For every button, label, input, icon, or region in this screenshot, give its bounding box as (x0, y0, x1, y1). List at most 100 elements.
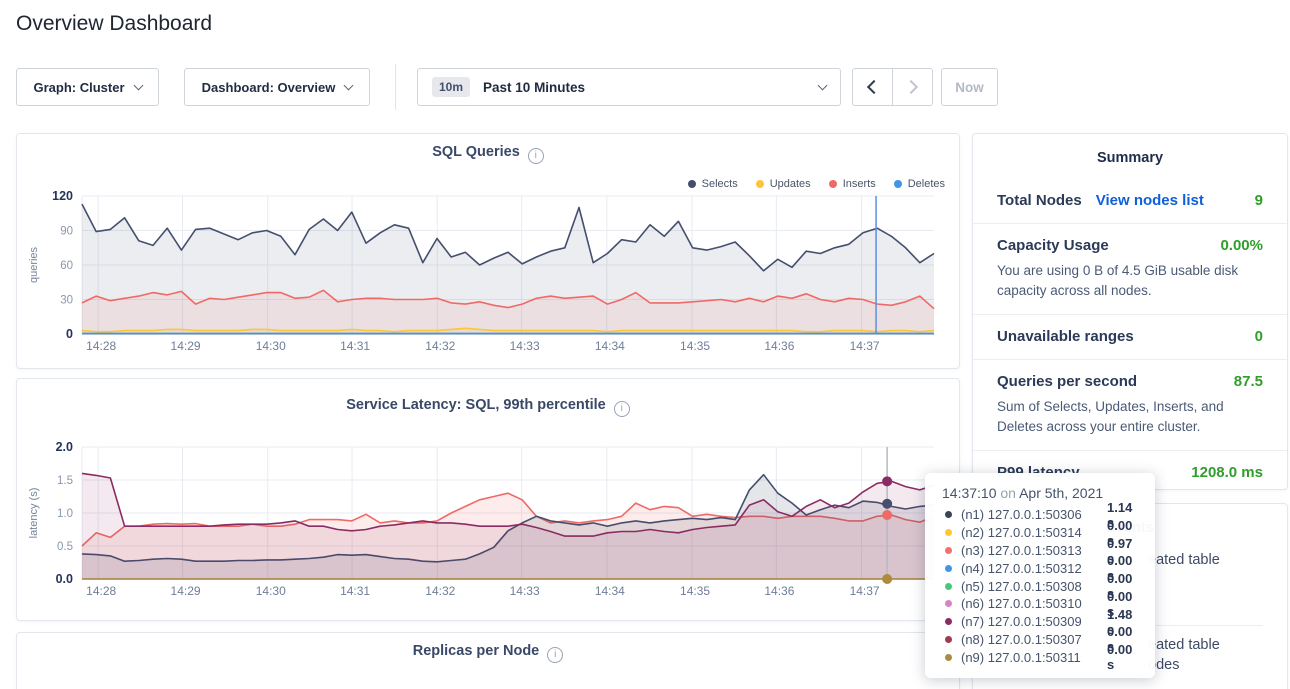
legend-dot-icon (828, 180, 837, 188)
dashboard-dropdown[interactable]: Dashboard: Overview (184, 68, 370, 106)
svg-text:14:35: 14:35 (680, 584, 710, 598)
tooltip-row: (n9) 127.0.0.1:50311 0.00 s (942, 642, 1143, 672)
tooltip-node-address: (n2) 127.0.0.1:50314 (961, 525, 1082, 541)
summary-heading: Summary (1096, 150, 1164, 166)
tooltip-timestamp: 14:37:10 on Apr 5th, 2021 (942, 485, 1104, 501)
tooltip-row: (n5) 127.0.0.1:50308 0.00 s (942, 571, 1143, 601)
tooltip-node-value: 0.97 s (1107, 535, 1133, 566)
svg-text:14:36: 14:36 (764, 584, 794, 598)
tooltip-row: (n2) 127.0.0.1:50314 0.00 s (942, 518, 1143, 548)
svg-text:120: 120 (52, 189, 73, 203)
svg-text:14:37: 14:37 (850, 584, 880, 598)
tooltip-node-address: (n7) 127.0.0.1:50309 (961, 614, 1082, 630)
replicas-per-node-panel: Replicas per Node i (16, 632, 960, 689)
svg-text:14:34: 14:34 (595, 584, 625, 598)
tooltip-node-address: (n5) 127.0.0.1:50308 (961, 578, 1082, 594)
chevron-down-icon (133, 80, 143, 91)
node-color-dot-icon (945, 582, 952, 590)
tooltip-node-address: (n6) 127.0.0.1:50310 (961, 596, 1082, 612)
svg-text:60: 60 (60, 260, 73, 272)
time-range-picker[interactable]: 10m Past 10 Minutes (417, 68, 841, 106)
svg-text:14:33: 14:33 (510, 339, 540, 353)
service-latency-title: Service Latency: SQL, 99th percentile i (17, 397, 959, 417)
svg-text:latency (s): latency (s) (28, 488, 40, 539)
unavailable-ranges-label: Unavailable ranges (997, 328, 1134, 346)
sql-queries-chart[interactable]: 0 30 60 90 120 14:28 14:29 14:30 14:31 14:32 14:33… (17, 134, 959, 368)
time-window-badge: 10m (432, 77, 471, 97)
summary-panel: Summary Total Nodes View nodes list 9 Ca… (972, 133, 1288, 490)
chevron-down-icon (343, 80, 354, 91)
svg-text:14:29: 14:29 (171, 339, 201, 353)
info-icon[interactable]: i (527, 148, 544, 164)
unavailable-ranges-value: 0 (1254, 328, 1263, 346)
now-button[interactable]: Now (941, 68, 998, 106)
svg-text:14:34: 14:34 (595, 339, 625, 353)
queries-per-second-label: Queries per second (997, 373, 1138, 391)
legend-item-selects[interactable]: Selects (687, 178, 738, 190)
svg-text:queries: queries (28, 246, 40, 283)
legend-item-inserts[interactable]: Inserts (828, 178, 876, 190)
queries-per-second-value: 87.5 (1233, 373, 1263, 391)
tooltip-node-address: (n8) 127.0.0.1:50307 (961, 631, 1082, 647)
tooltip-row: (n3) 127.0.0.1:50313 0.97 s (942, 536, 1143, 566)
sql-queries-panel: SQL Queries i Selects Updates Inserts Delete… (16, 133, 960, 369)
svg-text:14:29: 14:29 (171, 584, 201, 598)
info-icon[interactable]: i (613, 401, 630, 417)
tooltip-node-address: (n9) 127.0.0.1:50311 (961, 649, 1081, 665)
view-nodes-list-link[interactable]: View nodes list (1095, 192, 1204, 209)
svg-text:0.0: 0.0 (56, 572, 73, 586)
svg-text:14:28: 14:28 (86, 584, 116, 598)
time-step-buttons (852, 68, 933, 106)
svg-text:14:31: 14:31 (340, 339, 370, 353)
graph-dropdown[interactable]: Graph: Cluster (16, 68, 159, 106)
legend-dot-icon (687, 180, 696, 188)
tooltip-node-value: 1.48 s (1107, 606, 1133, 637)
total-nodes-label: Total Nodes (997, 192, 1082, 209)
tooltip-row: (n8) 127.0.0.1:50307 0.00 s (942, 624, 1143, 654)
legend-item-updates[interactable]: Updates (755, 178, 811, 190)
controls-divider (395, 64, 396, 110)
node-color-dot-icon (945, 618, 952, 626)
dashboard-dropdown-label: Dashboard: Overview (201, 79, 336, 95)
tooltip-row: (n4) 127.0.0.1:50312 0.00 s (942, 553, 1143, 583)
page-title: Overview Dashboard (16, 12, 213, 35)
legend-dot-icon (893, 180, 902, 188)
prev-time-button[interactable] (853, 69, 892, 105)
svg-text:1.0: 1.0 (57, 508, 73, 520)
service-latency-panel: Service Latency: SQL, 99th percentile i 0… (16, 378, 960, 621)
tooltip-node-value: 0.00 s (1107, 588, 1133, 619)
time-window-label: Past 10 Minutes (483, 79, 586, 95)
summary-row-capacity-usage: Capacity Usage 0.00% You are using 0 B o… (973, 223, 1287, 314)
svg-text:14:33: 14:33 (510, 584, 540, 598)
svg-text:14:31: 14:31 (340, 584, 370, 598)
node-color-dot-icon (945, 564, 952, 572)
next-time-button[interactable] (892, 69, 932, 105)
legend-item-deletes[interactable]: Deletes (893, 178, 945, 190)
svg-text:14:32: 14:32 (425, 584, 455, 598)
capacity-usage-description: You are using 0 B of 4.5 GiB usable disk… (997, 263, 1239, 298)
tooltip-node-value: 0.00 s (1107, 624, 1133, 655)
p99-latency-value: 1208.0 ms (1191, 464, 1263, 482)
event-text-fragment: eated table (1148, 637, 1220, 653)
tooltip-row: (n7) 127.0.0.1:50309 1.48 s (942, 607, 1143, 637)
tooltip-node-address: (n1) 127.0.0.1:50306 (961, 507, 1082, 523)
chart-hover-tooltip: 14:37:10 on Apr 5th, 2021 (n1) 127.0.0.1… (925, 473, 1155, 679)
node-color-dot-icon (945, 529, 952, 537)
queries-per-second-description: Sum of Selects, Updates, Inserts, and De… (997, 399, 1224, 434)
node-color-dot-icon (945, 511, 952, 519)
tooltip-node-value: 0.00 s (1107, 571, 1133, 602)
info-icon[interactable]: i (547, 647, 564, 663)
svg-text:14:35: 14:35 (680, 339, 710, 353)
graph-dropdown-label: Graph: Cluster (33, 79, 125, 95)
tooltip-node-value: 0.00 s (1107, 642, 1133, 673)
event-text-fragment: eated table (1148, 552, 1220, 568)
tooltip-node-value: 0.00 s (1107, 553, 1133, 584)
svg-text:0.5: 0.5 (57, 541, 73, 553)
chevron-left-icon (866, 79, 882, 95)
svg-text:90: 90 (60, 226, 73, 238)
service-latency-chart[interactable]: 0.0 0.5 1.0 1.5 2.0 14:28 14:29 14:30 14:31 14:32… (17, 379, 959, 620)
svg-text:14:28: 14:28 (86, 339, 116, 353)
svg-text:2.0: 2.0 (56, 440, 73, 454)
node-color-dot-icon (945, 635, 952, 643)
svg-text:14:30: 14:30 (256, 584, 286, 598)
